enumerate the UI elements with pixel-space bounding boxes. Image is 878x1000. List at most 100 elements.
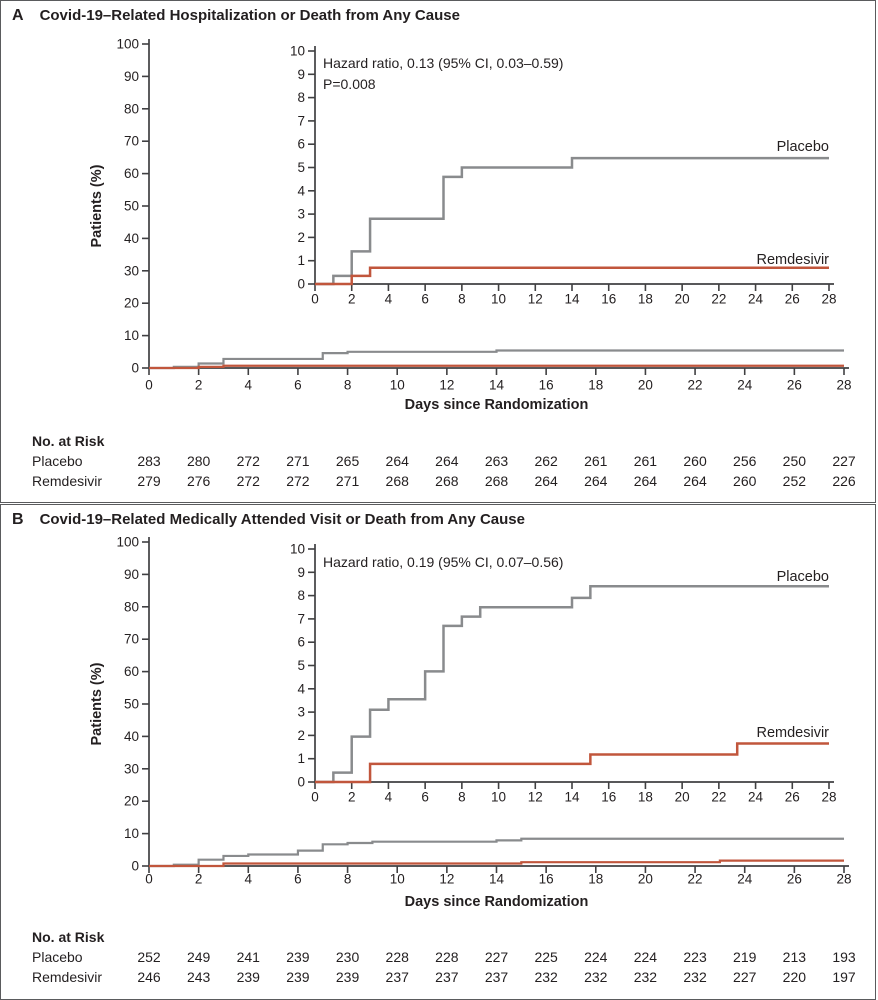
main-y-tick-label: 60 (124, 664, 139, 679)
risk-value: 271 (336, 473, 360, 489)
main-y-tick-label: 0 (131, 361, 139, 376)
risk-value: 264 (584, 473, 608, 489)
main-y-tick-label: 60 (124, 166, 139, 181)
inset-x-tick-label: 2 (348, 790, 356, 805)
inset-x-tick-label: 0 (311, 790, 319, 805)
main-x-tick-label: 10 (390, 872, 405, 887)
risk-value: 197 (832, 969, 856, 985)
main-curve-remdesivir (149, 859, 844, 868)
risk-value: 225 (534, 949, 558, 965)
inset-x-tick-label: 18 (638, 790, 653, 805)
inset-y-tick-label: 2 (297, 230, 305, 245)
risk-row-label-placebo: Placebo (32, 453, 83, 469)
risk-value: 272 (286, 473, 310, 489)
risk-value: 243 (187, 969, 211, 985)
risk-value: 252 (137, 949, 161, 965)
inset-curve-remdesivir (315, 742, 829, 784)
panel-b-heading: Covid-19–Related Medically Attended Visi… (39, 511, 525, 528)
inset-y-tick-label: 10 (290, 542, 305, 557)
risk-value: 239 (286, 949, 310, 965)
inset-x-tick-label: 16 (601, 292, 616, 307)
main-x-tick-label: 14 (489, 872, 505, 887)
inset-y-tick-label: 8 (297, 588, 305, 603)
risk-value: 239 (237, 969, 261, 985)
risk-value: 227 (832, 453, 856, 469)
main-x-tick-label: 22 (688, 872, 703, 887)
risk-table-header: No. at Risk (32, 929, 105, 945)
inset-x-tick-label: 28 (821, 292, 836, 307)
main-x-tick-label: 2 (195, 378, 203, 393)
series-label-placebo: Placebo (777, 569, 829, 585)
risk-value: 237 (386, 969, 410, 985)
main-x-tick-label: 28 (836, 872, 851, 887)
risk-value: 241 (237, 949, 261, 965)
risk-value: 193 (832, 949, 856, 965)
main-x-tick-label: 26 (787, 378, 802, 393)
inset-x-tick-label: 12 (528, 790, 543, 805)
panel-b: B Covid-19–Related Medically Attended Vi… (0, 504, 876, 1000)
risk-value: 239 (286, 969, 310, 985)
main-x-tick-label: 22 (688, 378, 703, 393)
risk-value: 264 (634, 473, 658, 489)
inset-x-tick-label: 22 (711, 292, 726, 307)
panel-a-letter: A (12, 7, 24, 24)
risk-value: 256 (733, 453, 757, 469)
series-label-placebo: Placebo (777, 139, 829, 155)
inset-x-tick-label: 6 (421, 790, 429, 805)
inset-x-tick-label: 18 (638, 292, 653, 307)
main-x-tick-label: 20 (638, 378, 653, 393)
inset-curve-remdesivir (315, 266, 829, 286)
main-x-tick-label: 16 (539, 872, 554, 887)
main-x-tick-label: 4 (245, 378, 253, 393)
inset-y-tick-label: 10 (290, 44, 305, 59)
risk-value: 271 (286, 453, 310, 469)
inset-y-tick-label: 7 (297, 113, 305, 128)
inset-x-tick-label: 28 (821, 790, 836, 805)
risk-row-label-placebo: Placebo (32, 949, 83, 965)
x-axis-title: Days since Randomization (405, 894, 589, 910)
risk-value: 227 (485, 949, 509, 965)
risk-value: 228 (386, 949, 410, 965)
risk-value: 272 (237, 453, 261, 469)
inset-x-tick-label: 14 (564, 790, 580, 805)
inset-y-tick-label: 3 (297, 705, 305, 720)
risk-value: 276 (187, 473, 211, 489)
main-x-tick-label: 14 (489, 378, 505, 393)
risk-table-header: No. at Risk (32, 433, 105, 449)
inset-x-tick-label: 14 (564, 292, 580, 307)
risk-value: 260 (733, 473, 757, 489)
inset-x-tick-label: 6 (421, 292, 429, 307)
main-y-tick-label: 30 (124, 761, 139, 776)
risk-value: 264 (386, 453, 410, 469)
risk-value: 264 (683, 473, 707, 489)
inset-y-tick-label: 8 (297, 90, 305, 105)
main-x-tick-label: 16 (539, 378, 554, 393)
main-y-tick-label: 80 (124, 599, 139, 614)
main-x-tick-label: 28 (836, 378, 851, 393)
inset-x-tick-label: 24 (748, 790, 764, 805)
risk-value: 237 (435, 969, 459, 985)
inset-x-tick-label: 12 (528, 292, 543, 307)
main-x-tick-label: 4 (245, 872, 253, 887)
main-y-tick-label: 10 (124, 826, 139, 841)
risk-value: 230 (336, 949, 360, 965)
risk-value: 264 (435, 453, 459, 469)
series-label-remdesivir: Remdesivir (756, 725, 829, 741)
main-y-tick-label: 100 (116, 535, 139, 550)
panel-a: A Covid-19–Related Hospitalization or De… (0, 0, 876, 503)
main-y-tick-label: 20 (124, 794, 139, 809)
inset-x-tick-label: 20 (675, 292, 690, 307)
main-x-tick-label: 2 (195, 872, 203, 887)
inset-x-tick-label: 10 (491, 292, 506, 307)
main-y-tick-label: 90 (124, 567, 139, 582)
risk-value: 213 (783, 949, 807, 965)
main-x-tick-label: 12 (439, 872, 454, 887)
main-y-tick-label: 70 (124, 134, 139, 149)
main-x-tick-label: 18 (588, 872, 603, 887)
risk-value: 268 (435, 473, 459, 489)
main-y-tick-label: 50 (124, 697, 139, 712)
inset-x-tick-label: 0 (311, 292, 319, 307)
risk-row-label-remdesivir: Remdesivir (32, 969, 102, 985)
